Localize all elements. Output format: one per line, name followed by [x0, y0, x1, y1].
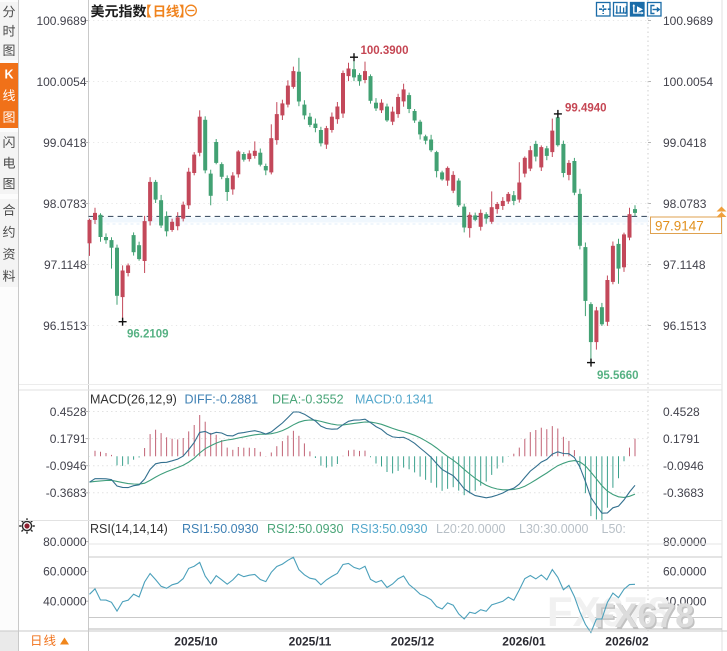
svg-text:100.9689: 100.9689 — [36, 14, 86, 28]
svg-text:97.9147: 97.9147 — [655, 218, 704, 233]
svg-text:RSI2:50.0930: RSI2:50.0930 — [267, 522, 343, 536]
svg-text:99.0418: 99.0418 — [663, 136, 707, 150]
svg-text:FX678: FX678 — [594, 597, 694, 635]
svg-text:99.4940: 99.4940 — [565, 103, 607, 115]
svg-text:MACD:0.1341: MACD:0.1341 — [355, 393, 434, 407]
svg-text:100.3900: 100.3900 — [361, 45, 409, 57]
svg-text:95.5660: 95.5660 — [597, 370, 639, 382]
svg-text:0.1791: 0.1791 — [50, 432, 87, 446]
svg-text:DIFF:-0.2881: DIFF:-0.2881 — [185, 393, 259, 407]
svg-text:80.0000: 80.0000 — [43, 535, 87, 549]
svg-text:K: K — [4, 67, 13, 81]
svg-text:97.1148: 97.1148 — [663, 258, 706, 272]
svg-text:0.1791: 0.1791 — [663, 432, 700, 446]
svg-text:L50:: L50: — [602, 522, 626, 536]
svg-text:FX678: FX678 — [596, 599, 696, 637]
svg-text:100.9689: 100.9689 — [663, 14, 713, 28]
svg-text:100.0054: 100.0054 — [36, 75, 86, 89]
svg-text:40.0000: 40.0000 — [663, 595, 707, 609]
svg-text:0.4528: 0.4528 — [663, 405, 700, 419]
svg-text:RSI(14,14,14): RSI(14,14,14) — [90, 522, 168, 536]
svg-text:80.0000: 80.0000 — [663, 535, 707, 549]
svg-text:-0.3683: -0.3683 — [663, 486, 704, 500]
svg-text:-0.0946: -0.0946 — [663, 459, 704, 473]
svg-text:RSI3:50.0930: RSI3:50.0930 — [351, 522, 427, 536]
svg-text:2026/02: 2026/02 — [605, 635, 649, 649]
svg-text:RSI1:50.0930: RSI1:50.0930 — [182, 522, 258, 536]
svg-text:99.0418: 99.0418 — [43, 136, 87, 150]
svg-text:60.0000: 60.0000 — [43, 565, 87, 579]
svg-text:0.4528: 0.4528 — [50, 405, 87, 419]
svg-text:96.1513: 96.1513 — [43, 319, 87, 333]
svg-text:100.0054: 100.0054 — [663, 75, 713, 89]
svg-text:-0.0946: -0.0946 — [46, 459, 87, 473]
svg-text:96.1513: 96.1513 — [663, 319, 707, 333]
svg-text:2025/10: 2025/10 — [174, 635, 218, 649]
svg-text:MACD(26,12,9): MACD(26,12,9) — [90, 393, 177, 407]
svg-text:L20:20.0000: L20:20.0000 — [436, 522, 506, 536]
svg-text:98.0783: 98.0783 — [663, 197, 707, 211]
svg-text:2025/11: 2025/11 — [289, 635, 332, 649]
svg-text:FX678: FX678 — [547, 588, 671, 635]
svg-text:40.0000: 40.0000 — [43, 595, 87, 609]
svg-text:L30:30.0000: L30:30.0000 — [519, 522, 589, 536]
svg-text:-0.3683: -0.3683 — [46, 486, 87, 500]
svg-text:96.2109: 96.2109 — [127, 329, 169, 341]
svg-text:2025/12: 2025/12 — [391, 635, 435, 649]
svg-text:60.0000: 60.0000 — [663, 565, 707, 579]
svg-text:2026/01: 2026/01 — [502, 635, 546, 649]
svg-text:98.0783: 98.0783 — [43, 197, 87, 211]
svg-text:DEA:-0.3552: DEA:-0.3552 — [272, 393, 344, 407]
svg-text:97.1148: 97.1148 — [44, 258, 87, 272]
